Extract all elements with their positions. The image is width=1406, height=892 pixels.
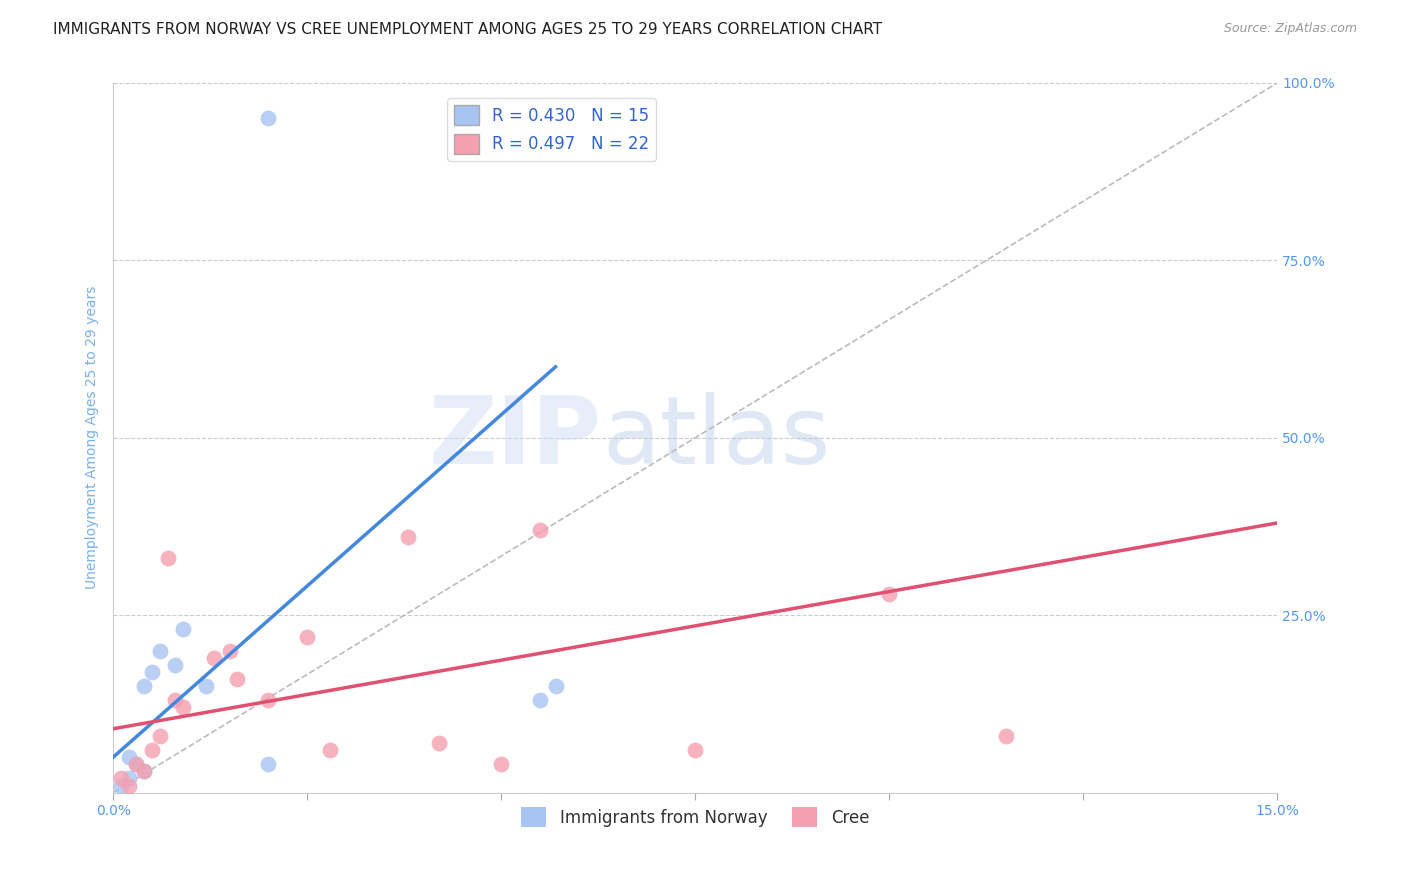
Point — [529, 693, 551, 707]
Point — [683, 743, 706, 757]
Text: atlas: atlas — [602, 392, 831, 483]
Point — [427, 736, 450, 750]
Point — [257, 112, 280, 126]
Y-axis label: Unemployment Among Ages 25 to 29 years: Unemployment Among Ages 25 to 29 years — [86, 286, 100, 590]
Text: Source: ZipAtlas.com: Source: ZipAtlas.com — [1223, 22, 1357, 36]
Point — [134, 679, 156, 693]
Point — [134, 764, 156, 779]
Legend: Immigrants from Norway, Cree: Immigrants from Norway, Cree — [515, 800, 876, 834]
Point — [149, 729, 172, 743]
Point — [257, 757, 280, 772]
Point — [118, 779, 141, 793]
Point — [172, 700, 194, 714]
Point — [165, 693, 187, 707]
Point — [172, 623, 194, 637]
Point — [529, 523, 551, 537]
Point — [165, 657, 187, 672]
Point — [141, 743, 163, 757]
Point — [396, 530, 419, 544]
Point — [202, 650, 225, 665]
Point — [877, 587, 900, 601]
Point — [257, 693, 280, 707]
Point — [125, 757, 148, 772]
Point — [110, 779, 132, 793]
Point — [118, 772, 141, 786]
Point — [195, 679, 218, 693]
Point — [134, 764, 156, 779]
Point — [156, 551, 179, 566]
Point — [544, 679, 567, 693]
Point — [141, 665, 163, 679]
Point — [489, 757, 512, 772]
Point — [218, 643, 240, 657]
Text: ZIP: ZIP — [429, 392, 602, 483]
Point — [295, 630, 318, 644]
Text: IMMIGRANTS FROM NORWAY VS CREE UNEMPLOYMENT AMONG AGES 25 TO 29 YEARS CORRELATIO: IMMIGRANTS FROM NORWAY VS CREE UNEMPLOYM… — [53, 22, 883, 37]
Point — [994, 729, 1017, 743]
Point — [226, 672, 249, 686]
Point — [110, 772, 132, 786]
Point — [149, 643, 172, 657]
Point — [118, 750, 141, 764]
Point — [125, 757, 148, 772]
Point — [319, 743, 342, 757]
